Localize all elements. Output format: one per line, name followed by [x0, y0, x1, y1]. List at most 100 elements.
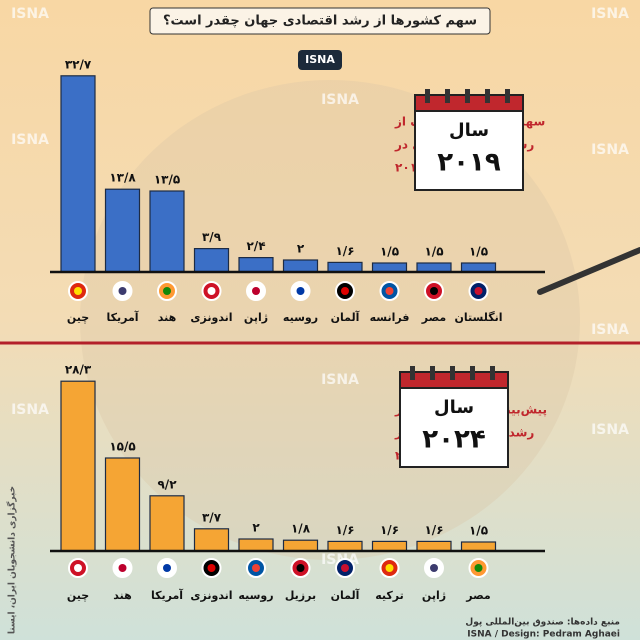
calendar-label: سال — [449, 120, 489, 141]
calendar-ring — [445, 89, 450, 103]
calendar-ring — [485, 89, 490, 103]
title: سهم کشورها از رشد اقتصادی جهان چقدر است؟ — [163, 14, 477, 29]
bar — [60, 380, 96, 552]
bar — [193, 528, 230, 552]
calendar-year: ۲۰۱۹ — [437, 148, 501, 178]
calendar-label: سال — [434, 397, 474, 418]
category-label: روسیه — [283, 311, 318, 324]
bar — [104, 188, 141, 273]
pencil — [537, 247, 640, 295]
value-label: ۲ — [297, 242, 305, 256]
flag-detail — [118, 287, 127, 295]
calendar-year: ۲۰۲۴ — [422, 425, 485, 455]
calendar-ring — [430, 366, 435, 380]
credit: ISNA / Design: Pedram Aghaei — [467, 630, 620, 640]
category-label: آمریکا — [151, 588, 183, 602]
value-label: ۱/۵ — [469, 524, 488, 538]
flag-detail — [252, 564, 260, 572]
value-label: ۱/۵ — [469, 245, 488, 259]
bar — [460, 262, 497, 273]
watermark: ISNA — [591, 422, 629, 438]
flag-detail — [341, 564, 349, 572]
bar — [238, 538, 274, 552]
value-label: ۲۸/۳ — [65, 363, 92, 377]
title-box — [149, 7, 491, 35]
calendar-ring — [490, 366, 495, 380]
category-label: فرانسه — [370, 311, 410, 324]
watermark: ISNA — [591, 142, 629, 158]
bar — [371, 262, 408, 273]
bar — [416, 540, 452, 552]
value-label: ۱/۶ — [380, 523, 399, 537]
source: منبع داده‌ها: صندوق بین‌المللی پول — [465, 618, 620, 628]
flag-detail — [74, 287, 82, 295]
value-label: ۱/۸ — [291, 522, 311, 536]
bar — [282, 539, 319, 552]
value-label: ۱/۵ — [380, 245, 399, 259]
value-label: ۱/۵ — [424, 245, 443, 259]
category-label: هند — [113, 589, 131, 602]
category-label: اندونزی — [190, 589, 232, 602]
category-label: مصر — [465, 589, 491, 602]
category-label: ژاپن — [422, 589, 446, 602]
watermark: ISNA — [11, 6, 49, 22]
flag-detail — [163, 287, 171, 295]
flag-detail — [207, 287, 216, 295]
value-label: ۳/۹ — [202, 230, 222, 244]
category-label: مصر — [421, 311, 447, 324]
category-label: آلمان — [331, 588, 360, 602]
bar — [282, 259, 319, 273]
category-label: انگلستان — [455, 311, 503, 324]
calendar-ring — [410, 366, 415, 380]
flag-detail — [385, 564, 394, 572]
agency: خبرگزاری دانشجویان ایران، ایسنا — [6, 486, 18, 634]
value-label: ۳۲/۷ — [65, 57, 92, 71]
bar — [149, 495, 185, 552]
value-label: ۹/۲ — [157, 477, 177, 491]
flag-detail — [296, 564, 305, 572]
value-label: ۱۳/۸ — [109, 171, 136, 185]
value-label: ۱۵/۵ — [109, 440, 135, 454]
bar — [60, 75, 96, 273]
bar — [104, 457, 141, 552]
flag-detail — [118, 564, 127, 572]
category-label: هند — [158, 311, 176, 324]
category-label: آمریکا — [106, 310, 138, 324]
watermark: ISNA — [591, 6, 629, 22]
category-label: روسیه — [238, 589, 273, 602]
flag-detail — [207, 564, 216, 572]
category-label: آلمان — [331, 310, 360, 324]
bar — [327, 261, 363, 273]
flag-detail — [474, 287, 483, 295]
watermark: ISNA — [11, 402, 49, 418]
flag-detail — [430, 287, 438, 295]
flag-detail — [474, 564, 483, 572]
flag-detail — [341, 287, 349, 295]
watermark: ISNA — [321, 92, 359, 108]
bar — [238, 257, 274, 273]
calendar-ring — [450, 366, 455, 380]
flag-detail — [163, 564, 171, 572]
bar — [193, 248, 230, 273]
badge: ISNA — [305, 53, 335, 66]
flag-detail — [430, 564, 438, 572]
flag-detail — [252, 287, 260, 295]
category-label: چین — [67, 589, 89, 602]
bar — [327, 540, 363, 552]
watermark: ISNA — [11, 132, 49, 148]
value-label: ۱۳/۵ — [154, 173, 180, 187]
flag-detail — [74, 564, 82, 572]
category-label: چین — [67, 311, 89, 324]
flag-detail — [385, 287, 394, 295]
value-label: ۱/۶ — [335, 244, 354, 258]
value-label: ۲/۴ — [246, 239, 265, 253]
calendar-ring — [470, 366, 475, 380]
bar — [416, 262, 452, 273]
value-label: ۳/۷ — [202, 510, 222, 524]
value-label: ۱/۶ — [424, 523, 443, 537]
badge-box — [298, 50, 342, 70]
flag-detail — [296, 287, 305, 295]
category-label: اندونزی — [190, 311, 232, 324]
value-label: ۲ — [252, 521, 260, 535]
